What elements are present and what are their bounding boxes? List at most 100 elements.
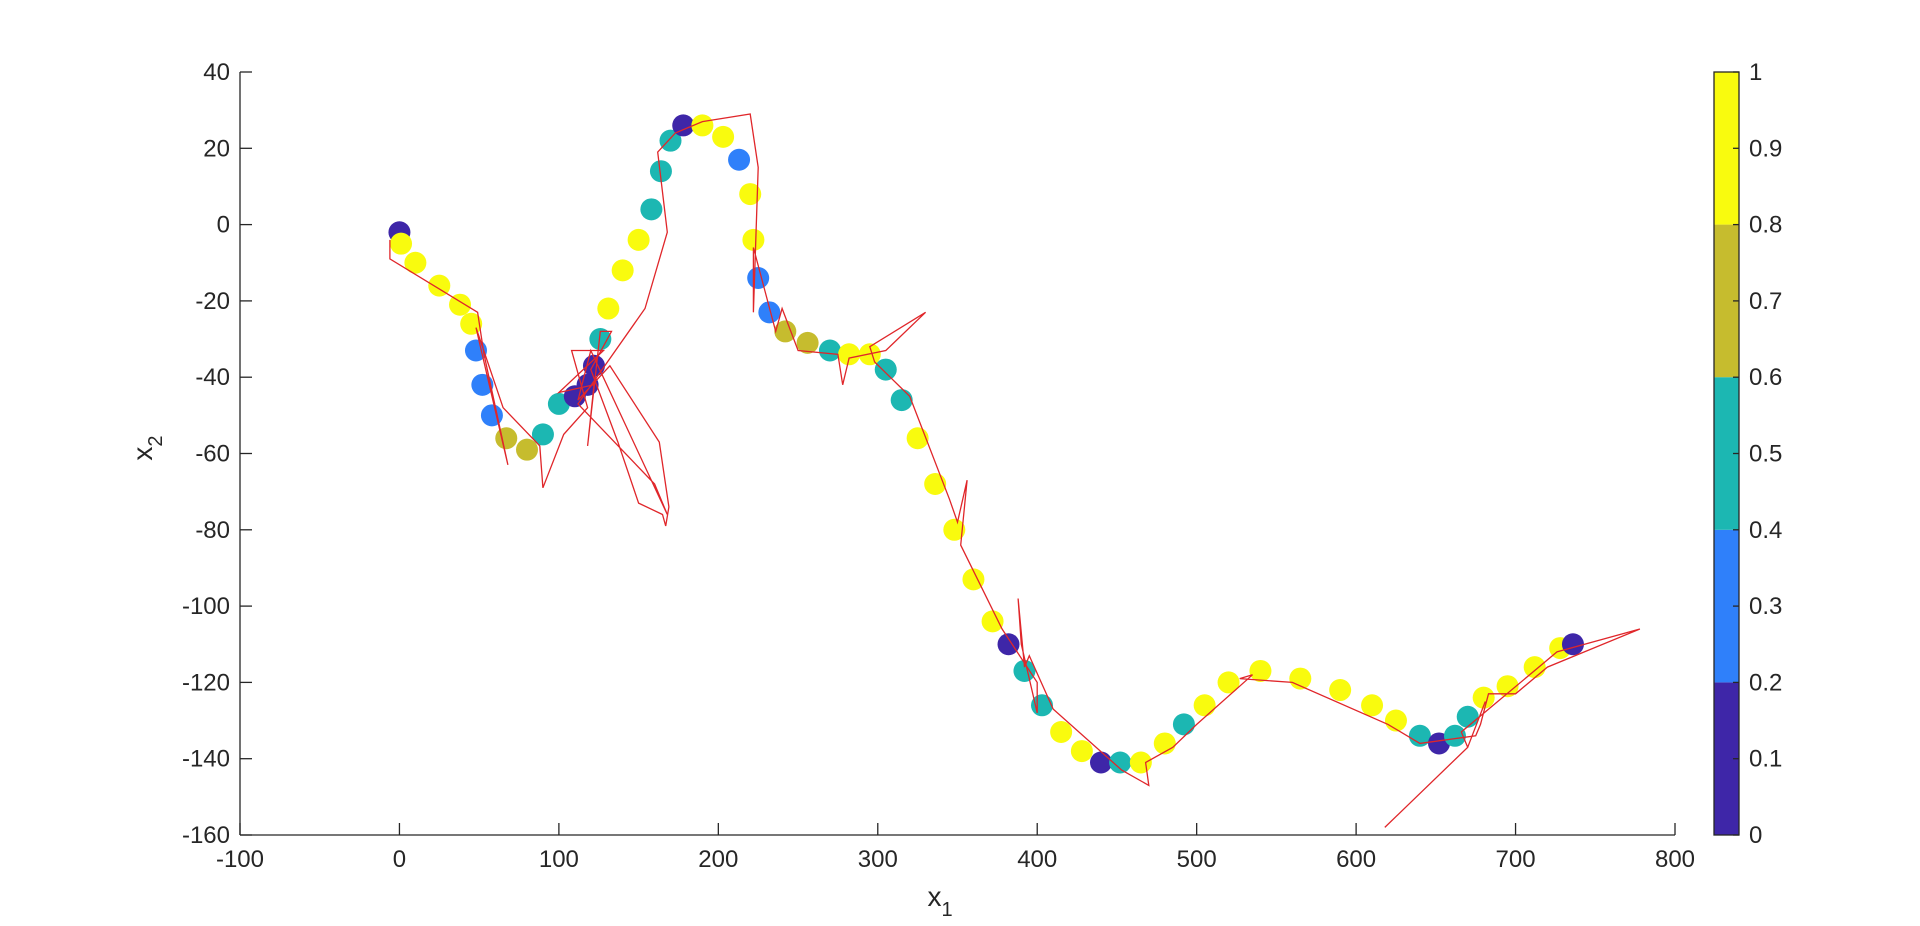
data-point-8 (480, 404, 503, 427)
data-point-27 (739, 183, 762, 206)
data-point-37 (890, 389, 913, 412)
data-point-53 (1193, 694, 1216, 717)
data-point-30 (758, 301, 781, 324)
colorbar-tick-label-7: 0.3 (1749, 593, 1782, 620)
colorbar-tick-label-10: 0 (1749, 822, 1762, 849)
data-point-24 (691, 114, 714, 137)
colorbar-tick-label-4: 0.6 (1749, 364, 1782, 391)
y-axis-label-subscript: 2 (145, 435, 167, 446)
data-point-55 (1249, 659, 1272, 682)
data-point-59 (1384, 709, 1407, 732)
colorbar-tick-label-6: 0.4 (1749, 517, 1782, 544)
y-axis-label-main: x (127, 447, 158, 461)
data-point-49 (1109, 751, 1132, 774)
y-tick-label-2: 0 (217, 212, 230, 239)
data-point-26 (728, 148, 751, 171)
line-layer (389, 113, 1641, 828)
x-axis-label-main: x (927, 881, 941, 912)
data-point-1 (390, 232, 413, 255)
x-tick-label-7: 600 (1336, 846, 1376, 873)
data-point-2 (404, 251, 427, 274)
colorbar-tick-label-5: 0.5 (1749, 441, 1782, 468)
data-point-46 (1050, 720, 1073, 743)
data-point-58 (1361, 694, 1384, 717)
data-point-33 (818, 339, 841, 362)
data-point-52 (1172, 713, 1195, 736)
data-point-19 (627, 228, 650, 251)
x-tick-label-2: 100 (539, 846, 579, 873)
x-axis-ticks: -100 0 100 200 300 400 500 600 700 800 (216, 823, 1695, 873)
data-point-32 (796, 331, 819, 354)
data-point-18 (611, 259, 634, 282)
y-axis-label: x2 (127, 435, 167, 460)
x-tick-label-8: 700 (1496, 846, 1536, 873)
colorbar-ticks: 1 0.9 0.8 0.7 0.6 0.5 0.4 0.3 0.2 0.1 0 (1733, 59, 1782, 849)
data-point-48 (1090, 751, 1112, 774)
colorbar-tick-label-1: 0.9 (1749, 135, 1782, 162)
x-axis-label: x1 (927, 881, 952, 921)
colorbar-tick-label-9: 0.1 (1749, 746, 1782, 773)
data-point-4 (449, 293, 472, 316)
colorbar-tick-label-3: 0.7 (1749, 288, 1782, 315)
colorbar-tick-label-2: 0.8 (1749, 212, 1782, 239)
data-point-62 (1443, 724, 1466, 747)
data-point-60 (1408, 724, 1431, 747)
data-point-40 (943, 518, 966, 541)
y-tick-label-6: -80 (195, 517, 230, 544)
data-point-44 (1013, 659, 1036, 682)
data-point-54 (1217, 671, 1240, 694)
x-tick-label-5: 400 (1017, 846, 1057, 873)
x-tick-label-3: 200 (698, 846, 738, 873)
data-point-20 (640, 198, 663, 221)
data-point-16 (589, 328, 612, 351)
trajectory-line (389, 113, 1641, 828)
colorbar: 1 0.9 0.8 0.7 0.6 0.5 0.4 0.3 0.2 0.1 0 (1713, 59, 1782, 849)
data-point-22 (659, 129, 682, 152)
data-point-39 (924, 473, 947, 496)
y-tick-label-7: -100 (182, 593, 230, 620)
y-axis-ticks: 40 20 0 -20 -40 -60 -80 -100 -120 -140 -160 (182, 59, 252, 849)
data-point-29 (747, 267, 770, 290)
data-point-43 (997, 633, 1020, 656)
data-point-65 (1496, 675, 1519, 698)
plot-area: -100 0 100 200 300 400 500 600 700 800 40 20 0 -20 -4… (182, 59, 1695, 873)
data-point-64 (1472, 686, 1495, 709)
data-point-9 (495, 427, 518, 450)
data-point-34 (838, 343, 861, 366)
data-point-11 (531, 423, 554, 446)
data-point-63 (1456, 705, 1479, 728)
data-point-25 (712, 125, 735, 148)
data-point-23 (672, 114, 695, 137)
data-point-36 (874, 358, 897, 381)
data-point-17 (597, 297, 620, 320)
y-tick-label-4: -40 (195, 364, 230, 391)
data-point-66 (1523, 656, 1546, 679)
x-axis-label-subscript: 1 (941, 899, 952, 921)
data-point-47 (1070, 740, 1093, 763)
y-tick-label-1: 20 (203, 135, 230, 162)
y-tick-label-10: -160 (182, 822, 230, 849)
y-tick-label-5: -60 (195, 441, 230, 468)
x-tick-label-6: 500 (1177, 846, 1217, 873)
data-point-41 (962, 568, 985, 591)
colorbar-tick-label-0: 1 (1749, 59, 1762, 86)
y-tick-label-8: -120 (182, 669, 230, 696)
data-point-42 (981, 610, 1004, 633)
y-tick-label-9: -140 (182, 746, 230, 773)
y-tick-label-3: -20 (195, 288, 230, 315)
data-point-50 (1129, 751, 1152, 774)
colorbar-tick-label-8: 0.2 (1749, 669, 1782, 696)
data-point-31 (774, 320, 797, 343)
y-tick-label-0: 40 (203, 59, 230, 86)
x-tick-label-9: 800 (1655, 846, 1695, 873)
data-point-28 (742, 228, 765, 251)
data-point-57 (1329, 679, 1352, 702)
data-point-21 (649, 160, 672, 183)
data-point-68 (1561, 633, 1584, 656)
x-tick-label-4: 300 (858, 846, 898, 873)
data-point-10 (516, 438, 538, 461)
data-point-3 (428, 274, 451, 297)
x-tick-label-0: -100 (216, 846, 264, 873)
